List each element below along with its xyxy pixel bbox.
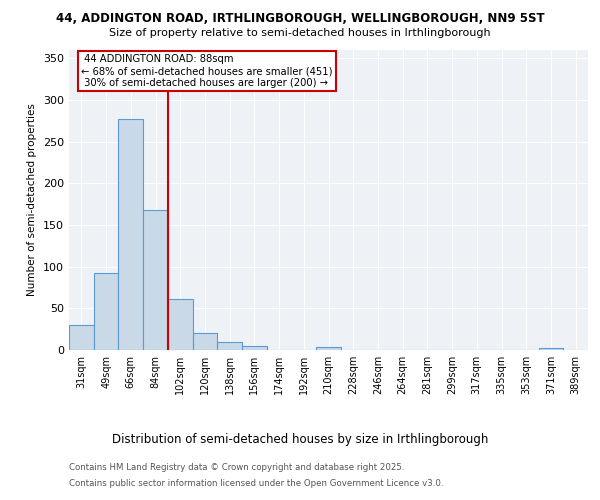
Y-axis label: Number of semi-detached properties: Number of semi-detached properties <box>28 104 37 296</box>
Text: 44, ADDINGTON ROAD, IRTHLINGBOROUGH, WELLINGBOROUGH, NN9 5ST: 44, ADDINGTON ROAD, IRTHLINGBOROUGH, WEL… <box>56 12 544 26</box>
Text: Size of property relative to semi-detached houses in Irthlingborough: Size of property relative to semi-detach… <box>109 28 491 38</box>
Bar <box>168 299 193 350</box>
Text: Contains public sector information licensed under the Open Government Licence v3: Contains public sector information licen… <box>69 478 443 488</box>
Text: Contains HM Land Registry data © Crown copyright and database right 2025.: Contains HM Land Registry data © Crown c… <box>69 464 404 472</box>
Bar <box>118 119 143 350</box>
Bar <box>316 346 341 350</box>
Bar <box>143 210 168 350</box>
Bar <box>242 346 267 350</box>
Bar <box>69 325 94 350</box>
Bar <box>193 334 217 350</box>
Bar <box>539 348 563 350</box>
Bar <box>94 272 118 350</box>
Text: 44 ADDINGTON ROAD: 88sqm
← 68% of semi-detached houses are smaller (451)
 30% of: 44 ADDINGTON ROAD: 88sqm ← 68% of semi-d… <box>82 54 333 88</box>
Text: Distribution of semi-detached houses by size in Irthlingborough: Distribution of semi-detached houses by … <box>112 432 488 446</box>
Bar <box>217 342 242 350</box>
